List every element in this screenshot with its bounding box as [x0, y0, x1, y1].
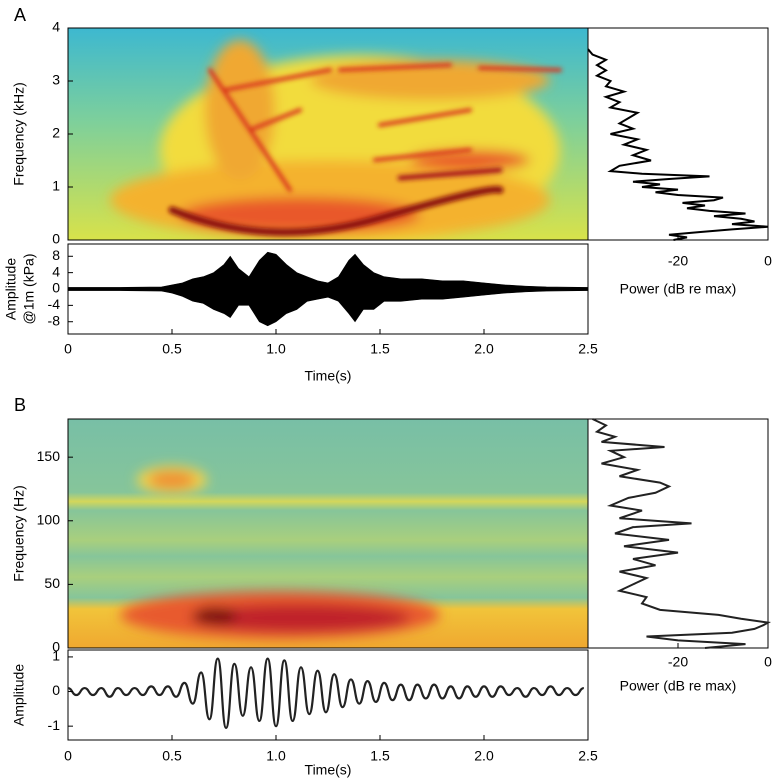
- y-tick-label: -1: [48, 717, 61, 733]
- x-tick-label: -20: [668, 253, 688, 269]
- x-tick-label: 0: [764, 253, 772, 269]
- y-tick-label: 4: [52, 19, 60, 35]
- waveform: [67, 251, 589, 327]
- spectrogram-a: [68, 28, 588, 240]
- x-tick-label: 1.5: [370, 341, 390, 357]
- x-tick-label: 1.0: [266, 748, 286, 764]
- x-tick-label: 0.5: [162, 748, 182, 764]
- y-tick-label: 3: [52, 72, 60, 88]
- x-tick-label: 2.0: [474, 748, 494, 764]
- y-tick-label: 50: [44, 575, 60, 591]
- y-tick-label: 2: [52, 125, 60, 141]
- x-tick-label: 0.5: [162, 341, 182, 357]
- y-tick-label: 0: [52, 231, 60, 247]
- y-tick-label: 1: [52, 648, 60, 664]
- y-tick-label: 8: [52, 247, 60, 263]
- y-axis-label: Frequency (Hz): [11, 485, 27, 581]
- spectrogram-b: [68, 419, 588, 648]
- y-tick-label: 0: [52, 639, 60, 655]
- x-tick-label: 2.5: [578, 341, 598, 357]
- plot-frame: [67, 649, 589, 741]
- y-tick-label: 0: [52, 280, 60, 296]
- x-tick-label: 0: [64, 748, 72, 764]
- power-spectrum: [587, 48, 769, 241]
- y-tick-label: -8: [48, 312, 61, 328]
- y-tick-label: -4: [48, 296, 61, 312]
- x-tick-label: -20: [668, 654, 688, 670]
- panel-label: A: [14, 5, 26, 25]
- y-tick-label: 0: [52, 682, 60, 698]
- y-tick-label: 150: [37, 448, 61, 464]
- power-spectrum: [592, 418, 772, 649]
- x-axis-label: Power (dB re max): [620, 678, 737, 694]
- x-tick-label: 0: [64, 341, 72, 357]
- x-tick-label: 0: [764, 654, 772, 670]
- y-axis-label: Frequency (kHz): [11, 82, 27, 185]
- y-axis-label: Amplitude: [11, 664, 27, 726]
- y-tick-label: 100: [37, 511, 61, 527]
- x-tick-label: 2.5: [578, 748, 598, 764]
- x-tick-label: 1.5: [370, 748, 390, 764]
- x-axis-label: Time(s): [305, 762, 352, 778]
- x-tick-label: 1.0: [266, 341, 286, 357]
- y-axis-label: Amplitude: [3, 258, 19, 320]
- y-tick-label: 4: [52, 263, 60, 279]
- waveform: [67, 657, 585, 729]
- x-axis-label: Power (dB re max): [620, 281, 737, 297]
- x-axis-label: Time(s): [305, 368, 352, 384]
- y-tick-label: 1: [52, 178, 60, 194]
- x-tick-label: 2.0: [474, 341, 494, 357]
- panel-label: B: [14, 395, 26, 415]
- y-axis-label: @1m (kPa): [21, 254, 37, 325]
